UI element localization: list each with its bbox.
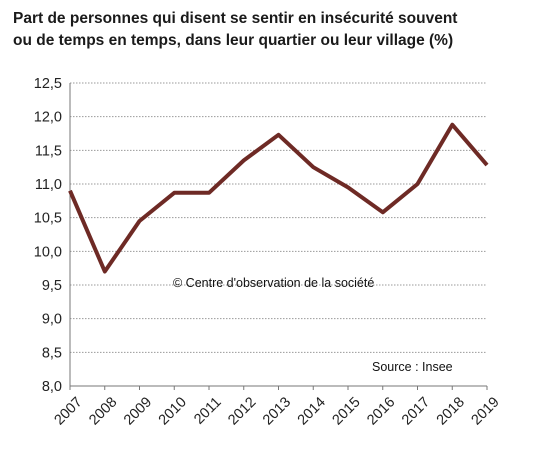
copyright-annotation: © Centre d'observation de la société [173,276,374,290]
x-tick-label: 2012 [225,394,259,428]
x-tick-label: 2014 [295,394,329,428]
x-tick-label: 2019 [468,394,502,428]
y-tick-label: 11,5 [35,143,62,159]
x-tick-label: 2011 [191,394,224,427]
y-tick-label: 8,0 [42,379,62,395]
x-tick-label: 2015 [329,394,363,428]
x-tick-label: 2016 [364,394,398,428]
y-tick-label: 12,0 [34,110,62,126]
x-tick-label: 2007 [51,394,85,428]
x-tick-label: 2018 [434,394,468,428]
x-tick-label: 2013 [260,394,294,428]
chart-title-line-2: ou de temps en temps, dans leur quartier… [13,32,454,49]
y-tick-label: 10,5 [34,211,62,227]
y-tick-label: 12,5 [34,76,62,92]
y-tick-label: 10,0 [34,244,62,260]
y-tick-label: 9,5 [42,278,62,294]
x-tick-label: 2010 [156,394,190,428]
y-tick-label: 11,0 [35,177,62,193]
gridlines [70,82,487,353]
x-tick-label: 2009 [121,394,155,428]
chart-title-line-1: Part de personnes qui disent se sentir e… [13,10,458,27]
y-axis-tick-labels: 8,0 8,5 9,0 9,5 10,0 10,5 11,0 11,5 12,0 12,5 [34,76,62,395]
series-line [68,122,489,274]
x-axis-tick-labels: 2007 2008 2009 2010 2011 2012 2013 2014 2015 2016… [51,386,503,428]
y-tick-label: 9,0 [42,312,62,328]
chart-title: Part de personnes qui disent se sentir e… [13,8,528,52]
x-tick-label: 2017 [399,394,433,428]
y-tick-label: 8,5 [42,345,62,361]
x-tick-label: 2008 [86,394,120,428]
source-annotation: Source : Insee [372,360,453,374]
